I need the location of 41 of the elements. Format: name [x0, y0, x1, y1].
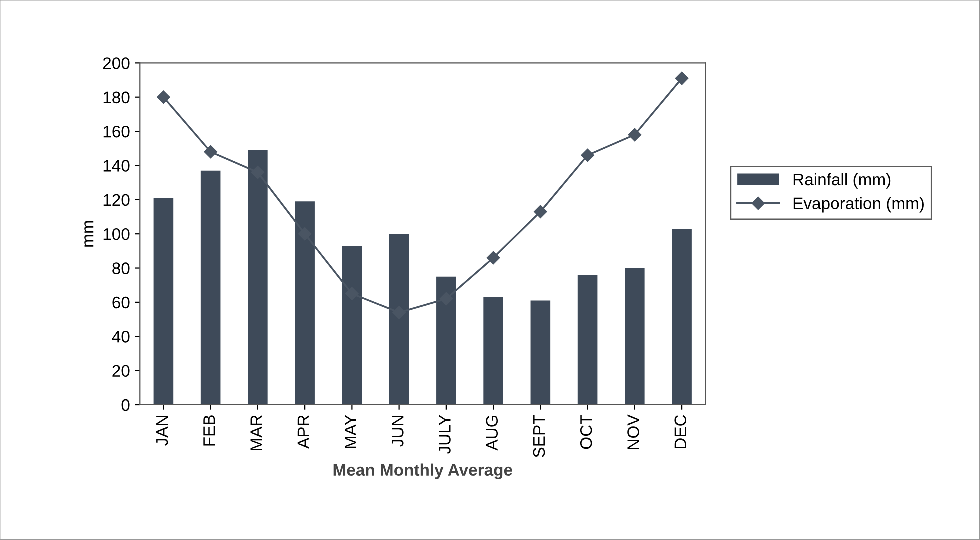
bar — [578, 275, 598, 405]
point — [486, 251, 500, 265]
point — [675, 72, 689, 86]
x-tick-label: APR — [298, 415, 310, 449]
y-tick-label: 200 — [103, 58, 130, 70]
x-tick-label: JUN — [392, 416, 404, 447]
x-tick-label: JULY — [439, 415, 451, 454]
bar — [200, 170, 221, 405]
y-tick-label: 100 — [104, 228, 130, 240]
point — [157, 90, 170, 104]
y-tick-label: 140 — [104, 160, 130, 172]
x-tick-label: FEB — [204, 416, 216, 446]
y-axis-title: mm — [84, 221, 94, 247]
x-tick-label: DEC — [674, 415, 687, 449]
y-tick-label: 180 — [104, 92, 130, 104]
y-tick-label: 60 — [112, 296, 130, 309]
bar — [154, 198, 174, 405]
y-tick-label: 0 — [122, 399, 130, 412]
bar — [672, 228, 692, 405]
bar — [484, 297, 504, 405]
y-tick-label: 20 — [112, 365, 130, 378]
x-tick-label: OCT — [580, 415, 592, 450]
point — [628, 128, 642, 142]
y-tick-label: 160 — [104, 126, 130, 138]
x-tick-label: AUG — [486, 416, 498, 451]
bar — [530, 300, 551, 405]
x-tick-label: NOV — [628, 414, 640, 450]
legend-label: Rainfall (mm) — [794, 173, 891, 189]
bar — [625, 268, 645, 405]
y-tick-label: 40 — [112, 331, 130, 343]
point — [534, 205, 548, 218]
x-tick-label: MAR — [250, 415, 262, 450]
x-axis-title: Mean Monthly Average — [334, 464, 512, 480]
legend-label: Evaporation (mm) — [794, 197, 924, 213]
y-tick-label: 80 — [112, 262, 130, 274]
y-tick-label: 120 — [104, 194, 130, 206]
point — [204, 145, 218, 159]
x-tick-label: JAN — [156, 416, 168, 446]
x-tick-label: SEPT — [533, 415, 546, 458]
x-tick-label: MAY — [345, 415, 356, 448]
point — [581, 148, 594, 162]
